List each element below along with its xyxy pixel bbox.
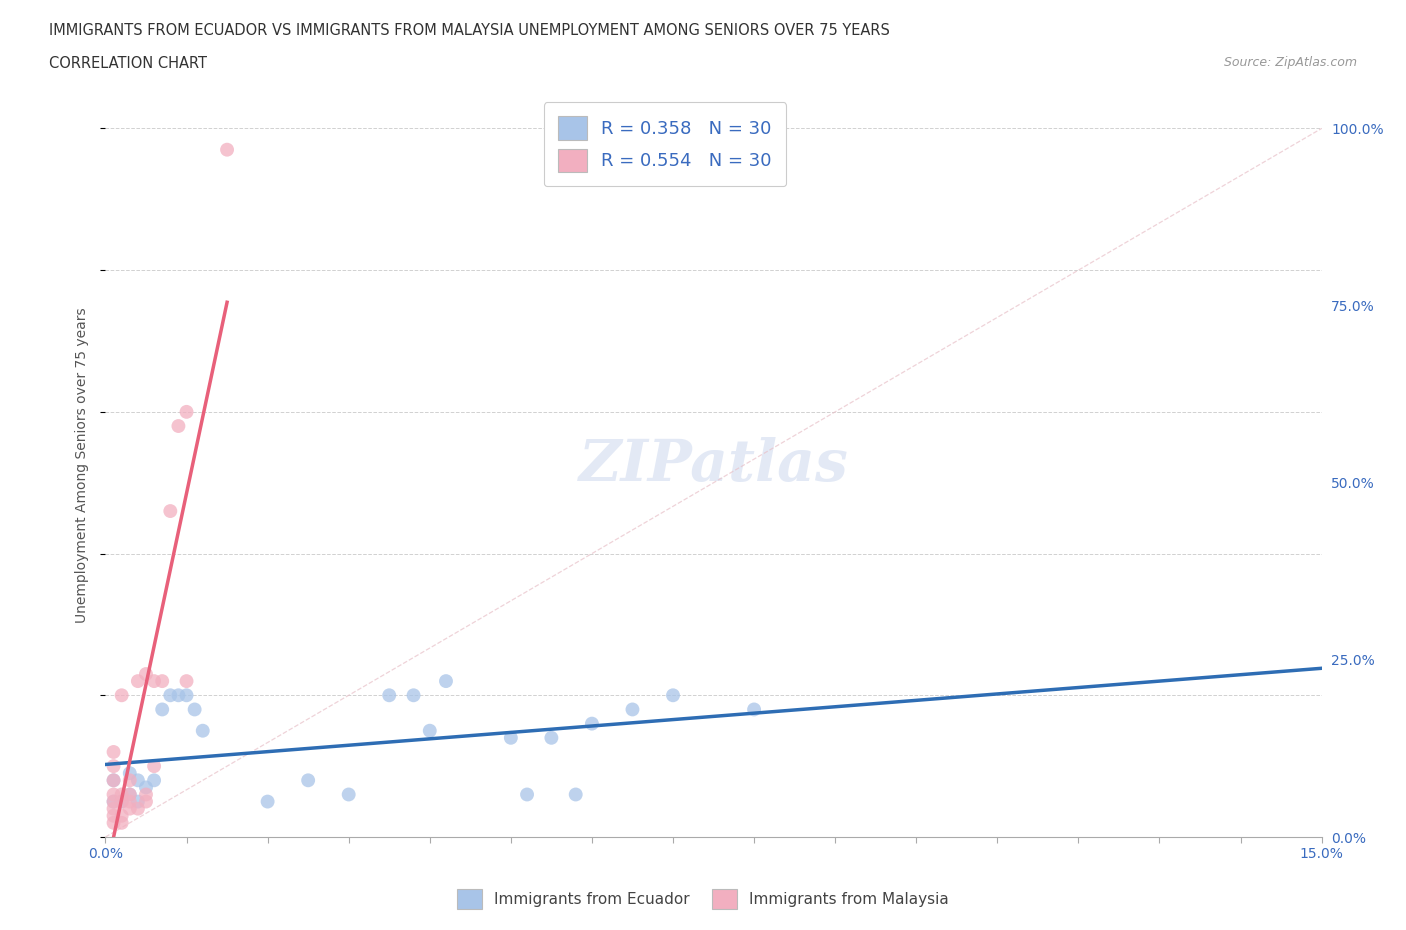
Point xyxy=(662,688,685,703)
Point xyxy=(167,688,190,703)
Point xyxy=(127,794,149,809)
Point xyxy=(176,405,198,419)
Point xyxy=(434,673,457,688)
Point xyxy=(150,673,173,688)
Point xyxy=(118,773,141,788)
Point xyxy=(118,794,141,809)
Point xyxy=(103,794,125,809)
Point xyxy=(103,773,125,788)
Point xyxy=(564,787,586,802)
Point xyxy=(103,773,125,788)
Point xyxy=(256,794,278,809)
Point xyxy=(540,730,562,745)
Point xyxy=(176,688,198,703)
Point xyxy=(143,773,166,788)
Text: IMMIGRANTS FROM ECUADOR VS IMMIGRANTS FROM MALAYSIA UNEMPLOYMENT AMONG SENIORS O: IMMIGRANTS FROM ECUADOR VS IMMIGRANTS FR… xyxy=(49,23,890,38)
Legend: R = 0.358   N = 30, R = 0.554   N = 30: R = 0.358 N = 30, R = 0.554 N = 30 xyxy=(544,102,786,186)
Legend: Immigrants from Ecuador, Immigrants from Malaysia: Immigrants from Ecuador, Immigrants from… xyxy=(451,884,955,915)
Point xyxy=(103,759,125,774)
Point xyxy=(191,724,214,738)
Point xyxy=(183,702,205,717)
Point xyxy=(150,702,173,717)
Point xyxy=(135,667,157,682)
Point xyxy=(135,794,157,809)
Point xyxy=(337,787,360,802)
Point xyxy=(159,504,181,519)
Point xyxy=(581,716,603,731)
Point xyxy=(103,802,125,817)
Text: CORRELATION CHART: CORRELATION CHART xyxy=(49,56,207,71)
Point xyxy=(103,816,125,830)
Point xyxy=(135,787,157,802)
Point xyxy=(127,773,149,788)
Point xyxy=(167,418,190,433)
Point xyxy=(135,780,157,795)
Point xyxy=(103,794,125,809)
Text: ZIPatlas: ZIPatlas xyxy=(579,437,848,493)
Point xyxy=(118,787,141,802)
Point xyxy=(103,787,125,802)
Point xyxy=(402,688,425,703)
Point xyxy=(111,794,134,809)
Point xyxy=(111,787,134,802)
Point xyxy=(127,673,149,688)
Point xyxy=(103,808,125,823)
Point xyxy=(127,802,149,817)
Point xyxy=(111,808,134,823)
Point xyxy=(143,673,166,688)
Y-axis label: Unemployment Among Seniors over 75 years: Unemployment Among Seniors over 75 years xyxy=(76,307,90,623)
Point xyxy=(111,816,134,830)
Point xyxy=(621,702,644,717)
Point xyxy=(143,759,166,774)
Point xyxy=(111,688,134,703)
Text: Source: ZipAtlas.com: Source: ZipAtlas.com xyxy=(1223,56,1357,69)
Point xyxy=(118,787,141,802)
Point xyxy=(176,673,198,688)
Point xyxy=(111,794,134,809)
Point xyxy=(159,688,181,703)
Point xyxy=(297,773,319,788)
Point xyxy=(742,702,765,717)
Point xyxy=(118,802,141,817)
Point xyxy=(499,730,522,745)
Point xyxy=(118,765,141,780)
Point xyxy=(419,724,441,738)
Point xyxy=(516,787,538,802)
Point xyxy=(217,142,239,157)
Point xyxy=(103,745,125,760)
Point xyxy=(378,688,401,703)
